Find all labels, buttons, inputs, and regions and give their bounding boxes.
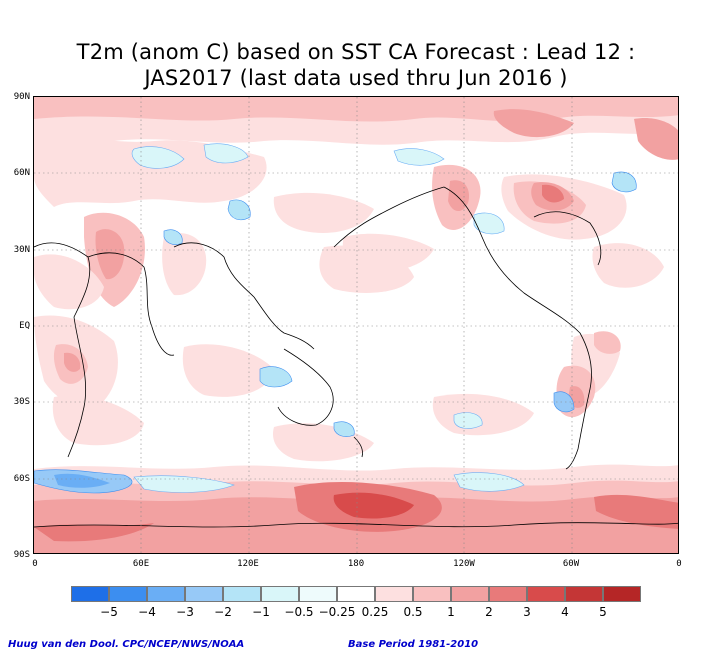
- colorbar-label: −2: [214, 605, 232, 619]
- author-credit: Huug van den Dool. CPC/NCEP/NWS/NOAA: [8, 639, 245, 650]
- colorbar-label: −0.25: [318, 605, 356, 619]
- colorbar-swatch-11: [451, 586, 489, 602]
- colorbar-label: 5: [599, 605, 607, 619]
- colorbar-label: 2: [485, 605, 493, 619]
- colorbar-swatch-5: [223, 586, 261, 602]
- lon-label-0: 0: [32, 559, 38, 569]
- colorbar-label: 4: [561, 605, 569, 619]
- colorbar-label: −1: [252, 605, 270, 619]
- colorbar-label: 0.5: [403, 605, 423, 619]
- colorbar-label: −0.5: [284, 605, 314, 619]
- colorbar-label: 0.25: [361, 605, 389, 619]
- southern-ocean-cool-strip: [34, 469, 525, 494]
- lat-label-30s: 30S: [13, 397, 30, 407]
- northern-cool-spots: [131, 143, 637, 245]
- colorbar-label: 3: [523, 605, 531, 619]
- lat-label-eq: EQ: [19, 321, 30, 331]
- colorbar-swatch-13: [527, 586, 565, 602]
- southern-cool-spots: [259, 366, 575, 437]
- colorbar-label: −3: [176, 605, 194, 619]
- lon-label-120w: 120W: [453, 559, 475, 569]
- lat-label-90s: 90S: [13, 550, 30, 560]
- lon-label-0-east: 0: [676, 559, 682, 569]
- colorbar-label: 1: [447, 605, 455, 619]
- southern-ocean-warm-band: [34, 464, 678, 553]
- anomaly-map-canvas: [34, 97, 678, 553]
- map-title-line-2: JAS2017 (last data used thru Jun 2016 ): [144, 66, 568, 90]
- colorbar-swatch-2: [109, 586, 147, 602]
- map-title-line-1: T2m (anom C) based on SST CA Forecast : …: [76, 40, 636, 64]
- anomaly-map: [33, 96, 679, 554]
- lon-label-120e: 120E: [237, 559, 259, 569]
- colorbar-swatch-15: [603, 586, 641, 602]
- coastlines: [34, 186, 678, 528]
- lat-label-90n: 90N: [13, 92, 30, 102]
- colorbar-swatch-9: [375, 586, 413, 602]
- colorbar-swatch-10: [413, 586, 451, 602]
- base-period-note: Base Period 1981-2010: [348, 639, 479, 650]
- arctic-warm-band: [34, 97, 678, 160]
- lon-label-60w: 60W: [562, 559, 580, 569]
- colorbar-swatch-7: [299, 586, 337, 602]
- colorbar-swatch-12: [489, 586, 527, 602]
- colorbar-swatch-3: [147, 586, 185, 602]
- lat-label-30n: 30N: [13, 245, 30, 255]
- colorbar-swatch-1: [71, 586, 109, 602]
- lon-label-60e: 60E: [132, 559, 150, 569]
- colorbar-label: −4: [138, 605, 156, 619]
- colorbar-swatch-6: [261, 586, 299, 602]
- lat-label-60s: 60S: [13, 474, 30, 484]
- lon-label-180: 180: [347, 559, 365, 569]
- colorbar-swatch-14: [565, 586, 603, 602]
- colorbar-label: −5: [100, 605, 118, 619]
- lat-label-60n: 60N: [13, 168, 30, 178]
- colorbar-swatch-8: [337, 586, 375, 602]
- colorbar-swatch-4: [185, 586, 223, 602]
